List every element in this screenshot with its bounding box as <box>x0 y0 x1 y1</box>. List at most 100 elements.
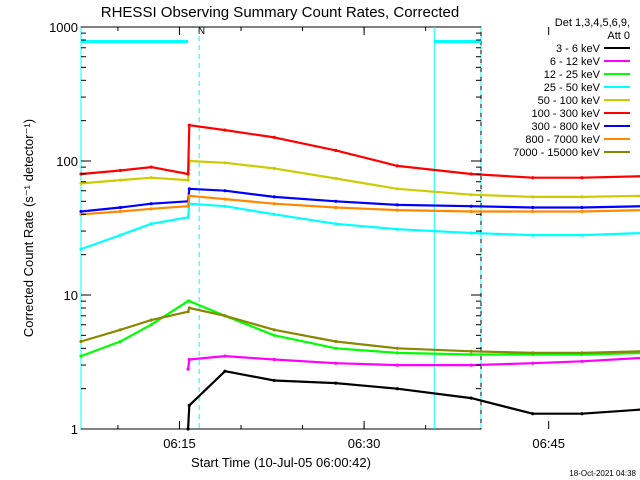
plot-area: N <box>79 26 640 431</box>
data-point <box>118 178 122 182</box>
data-point <box>223 197 227 201</box>
data-point <box>334 339 338 344</box>
data-point <box>187 357 191 362</box>
data-point <box>395 387 399 391</box>
series-line <box>80 300 640 358</box>
series-line <box>80 194 640 216</box>
data-point <box>469 172 473 176</box>
data-point <box>395 208 399 212</box>
legend-label: 50 - 100 keV <box>538 95 601 107</box>
data-point <box>395 346 399 350</box>
data-point <box>223 354 227 358</box>
data-point <box>272 212 276 216</box>
data-point <box>118 209 122 214</box>
data-point <box>334 361 338 365</box>
legend-label: 7000 - 15000 keV <box>513 147 601 159</box>
data-point <box>531 176 535 180</box>
series-12-25-kev <box>79 299 640 358</box>
data-point <box>187 403 191 407</box>
data-point <box>531 351 535 355</box>
data-point <box>187 306 191 310</box>
data-point <box>79 209 83 214</box>
series-25-50-kev <box>79 202 640 251</box>
data-point <box>79 247 83 251</box>
data-point <box>531 412 535 416</box>
data-point <box>79 354 83 358</box>
legend-label: 6 - 12 keV <box>550 56 601 68</box>
data-point <box>272 135 276 139</box>
data-point <box>223 314 227 318</box>
data-point <box>149 318 153 322</box>
series-line <box>187 355 640 370</box>
data-point <box>580 359 584 363</box>
data-point <box>186 172 190 176</box>
data-point <box>395 203 399 207</box>
data-point <box>272 195 276 199</box>
series-300-800-kev <box>79 187 640 214</box>
data-point <box>186 215 190 219</box>
series-7000-15000-kev <box>79 306 640 355</box>
data-point <box>187 299 191 303</box>
data-point <box>531 205 535 210</box>
legend-label: 12 - 25 keV <box>544 69 601 81</box>
timestamp: 18-Oct-2021 04:38 <box>569 469 636 478</box>
legend-label: 100 - 300 keV <box>532 108 601 120</box>
data-point <box>187 194 191 198</box>
data-point <box>149 207 153 211</box>
annotations: N <box>198 26 205 37</box>
data-point <box>272 378 276 383</box>
data-point <box>531 209 535 214</box>
series-line <box>80 202 640 251</box>
series-800-7000-kev <box>79 194 640 216</box>
x-axis-label: Start Time (10-Jul-05 06:00:42) <box>191 455 371 470</box>
data-point <box>395 187 399 191</box>
data-point <box>149 202 153 206</box>
data-point <box>469 193 473 197</box>
chart-title: RHESSI Observing Summary Count Rates, Co… <box>101 4 459 21</box>
legend-header-line-1: Det 1,3,4,5,6,9, <box>555 17 630 29</box>
data-point <box>272 202 276 206</box>
annotation-label: N <box>198 26 205 37</box>
data-point <box>186 204 190 208</box>
data-point <box>223 189 227 193</box>
data-point <box>223 128 227 132</box>
data-point <box>186 427 190 431</box>
y-tick-label: 1000 <box>49 20 78 35</box>
data-point <box>395 363 399 367</box>
data-point <box>395 164 399 168</box>
data-point <box>334 346 338 350</box>
data-point <box>186 310 190 314</box>
y-axis: 1 10 100 1000 <box>49 20 481 437</box>
series-3-6-kev <box>186 369 640 431</box>
data-point <box>531 195 535 199</box>
data-point <box>334 176 338 181</box>
data-point <box>118 168 122 173</box>
data-point <box>580 176 584 180</box>
data-point <box>395 351 399 355</box>
data-point <box>531 361 535 365</box>
data-point <box>118 233 122 237</box>
data-point <box>149 165 153 169</box>
data-point <box>580 351 584 355</box>
series-50-100-kev <box>79 159 640 199</box>
data-point <box>149 222 153 226</box>
series-line <box>80 187 640 213</box>
legend-header-line-2: Att 0 <box>607 30 630 42</box>
series-6-12-kev <box>186 354 640 371</box>
x-tick-label: 06:15 <box>163 436 196 451</box>
data-point <box>272 357 276 362</box>
overlays <box>80 27 482 429</box>
data-point <box>223 369 227 373</box>
data-point <box>469 349 473 353</box>
data-point <box>149 323 153 327</box>
series-line <box>80 306 640 354</box>
series-100-300-kev <box>79 123 640 180</box>
data-point <box>79 339 83 344</box>
data-point <box>395 227 399 231</box>
legend-label: 300 - 800 keV <box>532 121 601 133</box>
data-point <box>469 231 473 235</box>
data-point <box>334 199 338 203</box>
data-point <box>469 204 473 208</box>
data-point <box>187 187 191 191</box>
